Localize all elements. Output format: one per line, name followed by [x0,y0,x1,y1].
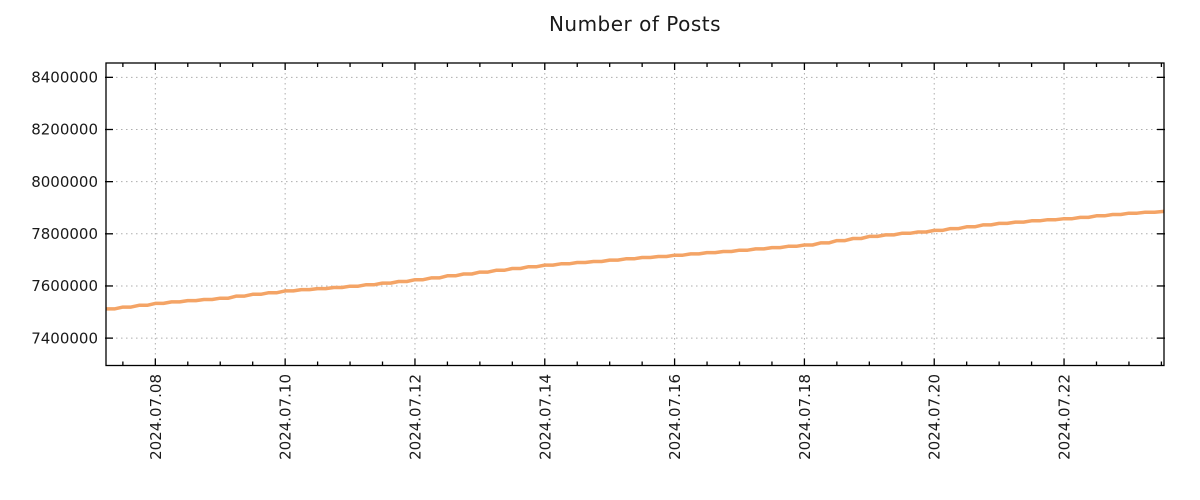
chart-title: Number of Posts [548,12,722,36]
x-tick-label: 2024.07.16 [666,374,684,460]
x-tick-label: 2024.07.18 [796,374,814,460]
x-tick-label: 2024.07.20 [926,374,944,460]
y-tick-label: 7600000 [31,277,98,295]
x-tick-label: 2024.07.22 [1056,374,1074,460]
y-tick-label: 7400000 [31,329,98,347]
y-tick-label: 8200000 [31,121,98,139]
plot-border [105,62,1165,367]
y-tick-label: 7800000 [31,225,98,243]
y-tick-label: 8000000 [31,173,98,191]
x-tick-label: 2024.07.08 [147,374,165,460]
x-tick-label: 2024.07.14 [536,374,554,460]
x-tick-label: 2024.07.12 [406,374,424,460]
data-line-posts [106,209,1165,311]
y-tick-label: 8400000 [31,69,98,87]
x-tick-label: 2024.07.10 [277,374,295,460]
